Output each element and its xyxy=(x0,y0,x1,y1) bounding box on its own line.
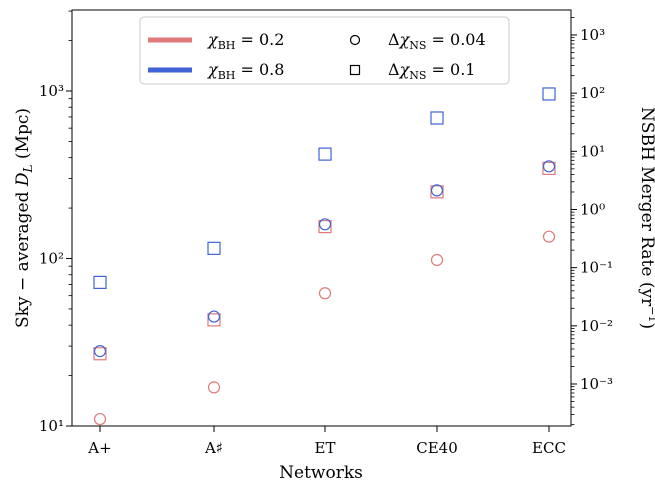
x-axis-label: Networks xyxy=(279,463,363,483)
legend-box xyxy=(139,16,510,85)
data-point-square xyxy=(93,347,107,361)
data-point-circle xyxy=(430,184,444,197)
y-axis-label-left-text: Sky − averaged xyxy=(13,186,33,328)
data-point-circle xyxy=(207,381,221,394)
x-tick-label: A♯ xyxy=(204,439,223,457)
data-point-circle xyxy=(542,160,556,173)
data-point-circle xyxy=(318,287,332,300)
right-tick-label: 10⁻¹ xyxy=(580,259,613,277)
right-tick-label: 10² xyxy=(580,84,605,102)
y-axis-label-right: NSBH Merger Rate (yr−1) xyxy=(637,107,655,329)
x-tick-label: CE40 xyxy=(416,439,458,457)
data-point-square xyxy=(430,111,444,125)
data-point-circle xyxy=(93,412,107,426)
y-axis-label-left: Sky − averaged DL (Mpc) xyxy=(13,108,35,328)
data-point-square xyxy=(318,220,332,234)
left-tick-label: 10² xyxy=(39,250,64,268)
data-point-square xyxy=(207,313,221,327)
data-point-square xyxy=(430,185,444,199)
right-tick-label: 10⁻³ xyxy=(580,375,613,393)
data-point-square xyxy=(318,147,332,161)
legend-label: χBH = 0.2 xyxy=(207,30,284,52)
right-tick-label: 10³ xyxy=(580,26,605,44)
x-tick-label: A+ xyxy=(87,439,111,457)
data-point-circle xyxy=(318,218,332,231)
left-tick-label: 10¹ xyxy=(39,417,64,435)
data-point-circle xyxy=(430,253,444,267)
legend-label: ΔχNS = 0.1 xyxy=(388,60,475,82)
data-point-square xyxy=(207,241,221,255)
data-marks xyxy=(93,87,556,426)
ticks-group: A+ A♯ ET CE40 ECC 10¹ 10² 10³ 10⁻³ 10⁻² 10⁻¹ 10⁰ 10¹… xyxy=(39,10,613,457)
x-tick-label: ECC xyxy=(532,439,566,457)
right-tick-label: 10¹ xyxy=(580,142,605,160)
x-tick-label: ET xyxy=(315,439,336,457)
data-point-circle xyxy=(93,345,107,358)
legend-circle-marker xyxy=(349,34,361,46)
legend: χBH = 0.2 χBH = 0.8 ΔχNS = 0.04 ΔχNS = 0.1 xyxy=(139,16,510,85)
data-point-square xyxy=(542,161,556,176)
data-point-square xyxy=(93,275,107,289)
data-point-square xyxy=(542,87,556,101)
legend-square-marker xyxy=(349,64,361,76)
right-tick-label: 10⁰ xyxy=(580,200,605,218)
legend-label: χBH = 0.8 xyxy=(207,60,284,82)
legend-label: ΔχNS = 0.04 xyxy=(388,30,486,52)
data-point-circle xyxy=(542,230,556,243)
plot-frame xyxy=(71,9,572,427)
left-tick-label: 10³ xyxy=(39,82,64,100)
right-tick-label: 10⁻² xyxy=(580,317,613,335)
data-point-circle xyxy=(207,310,221,323)
